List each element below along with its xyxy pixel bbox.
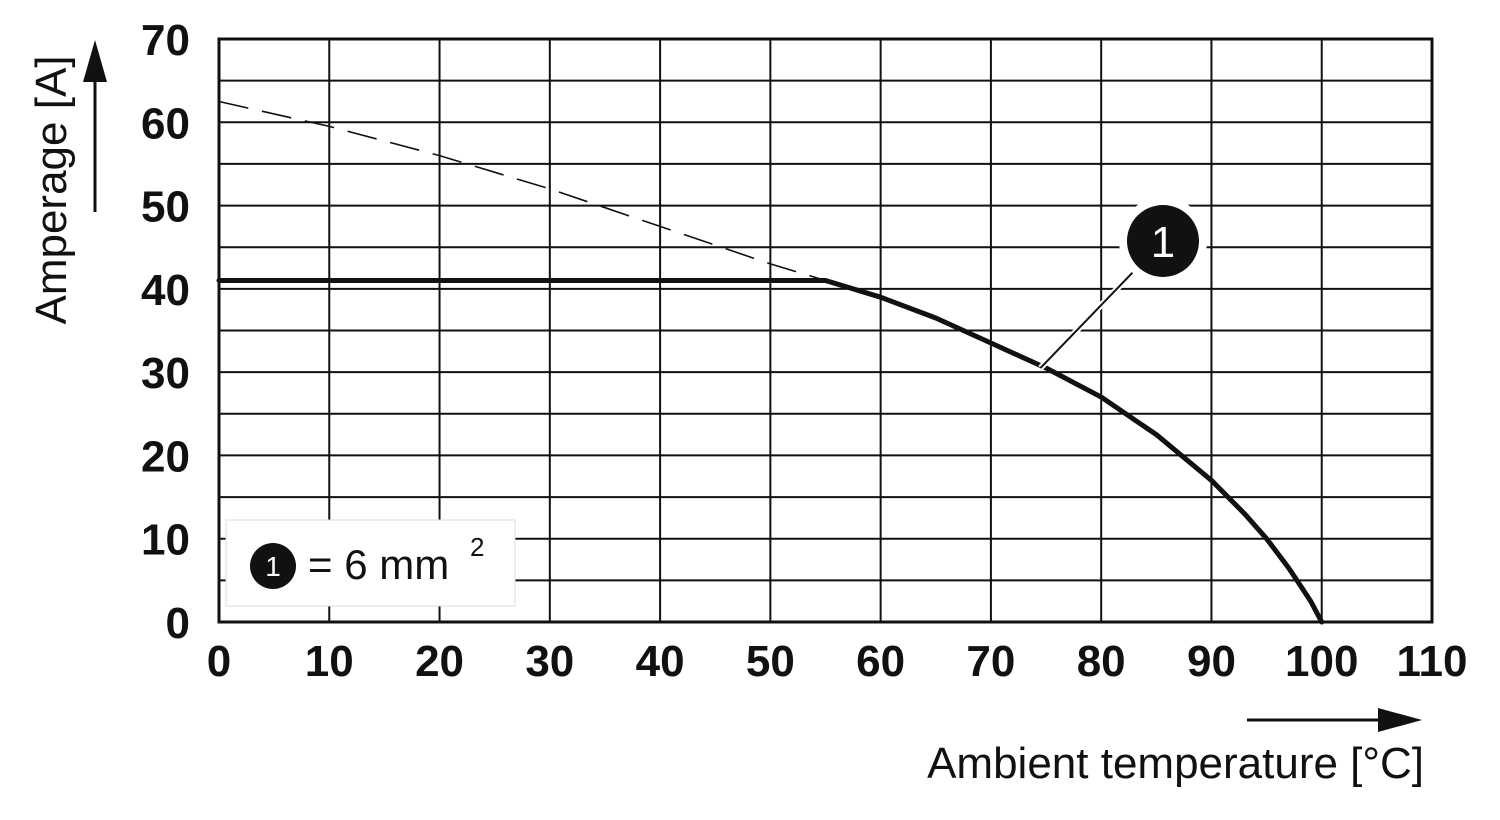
plot-frame: [217, 37, 1434, 624]
x-tick-label-2: 20: [415, 637, 464, 686]
x-tick-label-0: 0: [207, 637, 231, 686]
x-tick-label-5: 50: [746, 637, 795, 686]
x-tick-label-1: 10: [305, 637, 354, 686]
x-axis-title: Ambient temperature [°C]: [927, 739, 1424, 788]
x-axis-title-group: Ambient temperature [°C]: [927, 708, 1424, 788]
y-tick-label-6: 60: [141, 99, 190, 148]
legend-superscript: 2: [470, 532, 484, 562]
y-tick-label-7: 70: [141, 16, 190, 65]
y-axis-title: Amperage [A]: [27, 55, 76, 324]
x-tick-label-10: 100: [1285, 637, 1358, 686]
series-line-1: [218, 100, 826, 282]
y-tick-labels: 0 10 20 30 40 50 60 70: [141, 16, 190, 648]
x-tick-label-8: 80: [1077, 637, 1126, 686]
x-axis-arrow-head: [1378, 708, 1422, 732]
legend-text: = 6 mm: [308, 541, 449, 588]
legend-marker: [250, 543, 296, 589]
legend-marker-label: 1: [265, 551, 281, 582]
x-tick-label-3: 30: [525, 637, 574, 686]
series-line-0: [216, 278, 1325, 625]
chart-series: [216, 100, 1325, 625]
y-tick-label-5: 50: [141, 183, 190, 232]
x-tick-label-11: 110: [1397, 637, 1468, 686]
annotation-leader-line: [1039, 271, 1134, 369]
y-tick-label-2: 20: [141, 432, 190, 481]
y-tick-label-4: 40: [141, 266, 190, 315]
legend: 1 = 6 mm 2: [225, 519, 516, 607]
x-tick-labels: 0 10 20 30 40 50 60 70 80 90 100 110: [207, 637, 1468, 686]
y-tick-label-1: 10: [141, 516, 190, 565]
x-tick-label-9: 90: [1187, 637, 1236, 686]
y-axis-arrow-head: [83, 40, 107, 82]
series-1-annotation: 1: [1038, 197, 1207, 371]
x-tick-label-7: 70: [966, 637, 1015, 686]
annotation-marker-label: 1: [1151, 218, 1175, 267]
x-tick-label-4: 40: [636, 637, 685, 686]
y-tick-label-3: 30: [141, 349, 190, 398]
y-tick-label-0: 0: [166, 599, 190, 648]
y-axis-title-group: Amperage [A]: [27, 40, 107, 325]
annotation-marker: [1127, 205, 1199, 277]
x-tick-label-6: 60: [856, 637, 905, 686]
chart-grid: [217, 37, 1434, 624]
